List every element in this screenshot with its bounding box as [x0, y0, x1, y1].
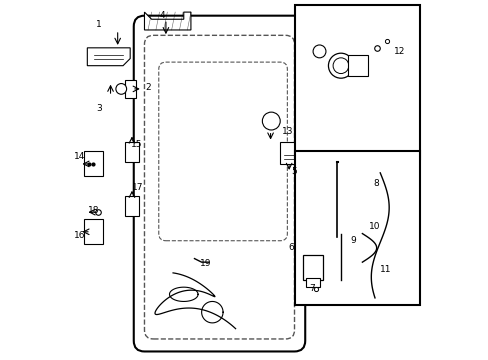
Text: 2: 2: [145, 83, 151, 92]
Bar: [83, 152, 103, 176]
Bar: [305, 278, 320, 287]
Text: 13: 13: [281, 127, 292, 136]
Polygon shape: [144, 12, 190, 30]
Bar: [303, 255, 323, 280]
Text: 5: 5: [291, 167, 297, 176]
Text: 18: 18: [88, 206, 99, 215]
Polygon shape: [124, 80, 135, 98]
Text: 14: 14: [74, 152, 85, 161]
Text: 9: 9: [350, 236, 356, 245]
Text: 12: 12: [393, 47, 405, 56]
Bar: [83, 219, 103, 244]
Bar: [294, 5, 419, 158]
Text: 16: 16: [74, 231, 85, 240]
Text: 8: 8: [373, 179, 379, 188]
Circle shape: [312, 45, 325, 58]
Circle shape: [332, 58, 348, 73]
Bar: [280, 143, 301, 164]
Text: 19: 19: [199, 260, 210, 269]
Circle shape: [116, 84, 126, 94]
Text: 10: 10: [368, 222, 380, 231]
Text: 7: 7: [309, 284, 315, 293]
Text: 3: 3: [96, 104, 102, 113]
Bar: [347, 55, 367, 76]
Text: 11: 11: [379, 265, 390, 274]
Text: 15: 15: [131, 140, 142, 149]
Circle shape: [262, 112, 280, 130]
Text: 4: 4: [159, 11, 165, 20]
Text: 17: 17: [131, 183, 143, 192]
Text: 1: 1: [96, 20, 102, 29]
Bar: [124, 143, 139, 162]
Bar: [294, 152, 419, 305]
Polygon shape: [87, 48, 130, 66]
Text: 6: 6: [287, 243, 293, 252]
Bar: [124, 196, 139, 216]
Circle shape: [328, 53, 353, 78]
